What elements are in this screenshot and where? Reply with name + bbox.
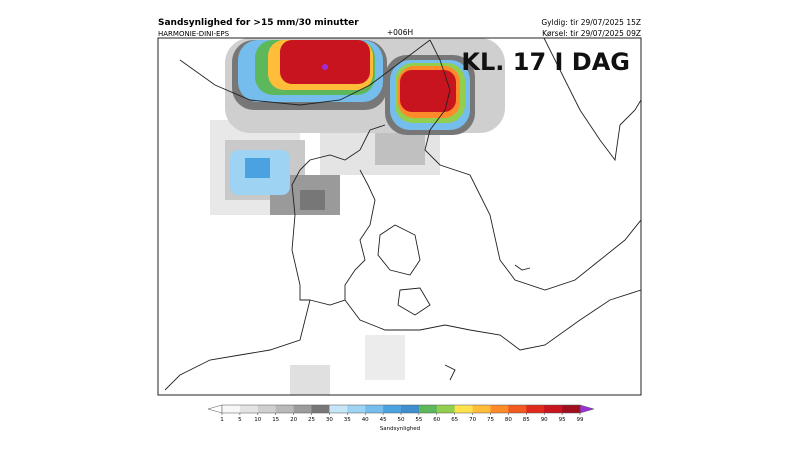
colorbar-tick-label: 70 — [469, 417, 476, 423]
colorbar-segment — [222, 405, 241, 413]
colorbar-tick-label: 20 — [290, 417, 297, 423]
colorbar-tick-label: 45 — [380, 417, 387, 423]
lead-time: +006H — [387, 28, 413, 37]
colorbar-tick-label: 50 — [398, 417, 405, 423]
colorbar-tick-label: 1 — [220, 417, 224, 423]
colorbar-tick-label: 99 — [577, 417, 584, 423]
colorbar-tick-label: 90 — [541, 417, 548, 423]
colorbar-tick-label: 80 — [505, 417, 512, 423]
map-title: Sandsynlighed for >15 mm/30 minutter — [158, 18, 359, 28]
colorbar-label: Sandsynlighed — [380, 426, 420, 432]
colorbar-tick-label: 35 — [344, 417, 351, 423]
colorbar-segment — [562, 405, 581, 413]
map — [157, 37, 642, 396]
map-frame — [157, 37, 642, 396]
colorbar-tick-label: 85 — [523, 417, 530, 423]
colorbar-tick-label: 60 — [433, 417, 440, 423]
colorbar-tick-label: 25 — [308, 417, 315, 423]
colorbar-segment — [257, 405, 276, 413]
run-time: Kørsel: tir 29/07/2025 09Z — [542, 29, 641, 38]
colorbar-segment — [383, 405, 402, 413]
time-overlay: KL. 17 I DAG — [461, 48, 630, 76]
colorbar: 1 5 10 15 20 25 30 35 40 45 50 55 60 65 70 75 80 85 90 95 99 — [207, 404, 595, 423]
colorbar-segment — [544, 405, 563, 413]
colorbar-segment — [418, 405, 438, 413]
colorbar-segment — [490, 405, 509, 413]
colorbar-tick-label: 40 — [362, 417, 369, 423]
coastline — [164, 38, 641, 391]
colorbar-segment — [347, 405, 366, 413]
colorbar-tick-label: 95 — [559, 417, 566, 423]
colorbar-tick-label: 10 — [254, 417, 261, 423]
colorbar-segment — [311, 405, 330, 413]
colorbar-segment — [275, 405, 294, 413]
colorbar-tick-label: 75 — [487, 417, 494, 423]
colorbar-segment — [436, 405, 455, 413]
colorbar-segment — [401, 405, 420, 413]
colorbar-segment — [329, 405, 348, 413]
colorbar-segment — [293, 405, 312, 413]
model-name: HARMONIE-DINI-EPS — [158, 30, 230, 38]
colorbar-tick-label: 65 — [451, 417, 458, 423]
colorbar-segment — [526, 405, 545, 413]
colorbar-tick-label: 15 — [272, 417, 279, 423]
colorbar-tick-label: 30 — [326, 417, 333, 423]
colorbar-segment — [365, 405, 384, 413]
colorbar-segment — [472, 405, 491, 413]
colorbar-tick-label: 55 — [415, 417, 422, 423]
probability-field — [210, 38, 505, 395]
valid-time: Gyldig: tir 29/07/2025 15Z — [541, 18, 641, 27]
colorbar-segment — [508, 405, 527, 413]
colorbar-segment — [239, 405, 259, 413]
colorbar-tick-label: 5 — [238, 417, 242, 423]
colorbar-segment — [454, 405, 473, 413]
